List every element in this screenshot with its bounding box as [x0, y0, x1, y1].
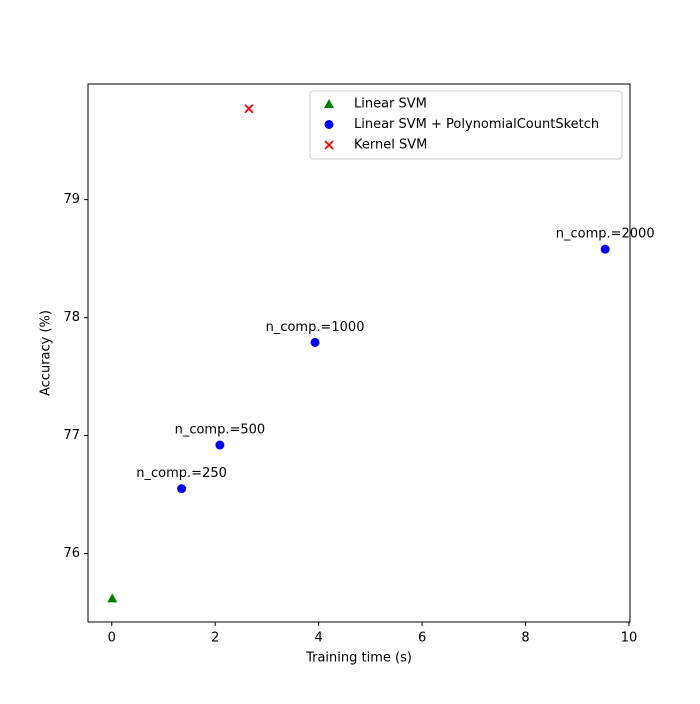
point — [244, 104, 254, 114]
x-tick-label: 0 — [108, 631, 116, 646]
x-tick-label: 8 — [521, 631, 529, 646]
y-tick-label: 79 — [63, 192, 80, 207]
point — [107, 593, 118, 603]
legend-marker — [324, 140, 334, 150]
legend-label: Kernel SVM — [354, 138, 427, 153]
x-tick-label: 6 — [418, 631, 426, 646]
point — [600, 244, 610, 254]
point-label: n_comp.=1000 — [266, 320, 365, 335]
y-tick-label: 76 — [63, 546, 80, 561]
point-label: n_comp.=2000 — [556, 227, 655, 242]
point — [177, 484, 187, 494]
legend-label: Linear SVM — [354, 97, 427, 112]
y-tick-label: 77 — [63, 428, 80, 443]
point — [310, 337, 320, 347]
x-tick-label: 4 — [315, 631, 323, 646]
point-label: n_comp.=500 — [175, 423, 266, 438]
legend-label: Linear SVM + PolynomialCountSketch — [354, 117, 599, 132]
x-tick-label: 2 — [211, 631, 219, 646]
point — [215, 440, 225, 450]
y-axis-label: Accuracy (%) — [39, 310, 54, 396]
plot-frame — [87, 83, 631, 623]
x-tick-label: 10 — [621, 631, 638, 646]
legend-marker — [324, 99, 334, 108]
x-axis-label: Training time (s) — [305, 651, 412, 666]
legend-marker — [324, 120, 334, 129]
legend-box — [309, 90, 623, 160]
y-tick-label: 78 — [63, 310, 80, 325]
point-label: n_comp.=250 — [136, 466, 227, 481]
